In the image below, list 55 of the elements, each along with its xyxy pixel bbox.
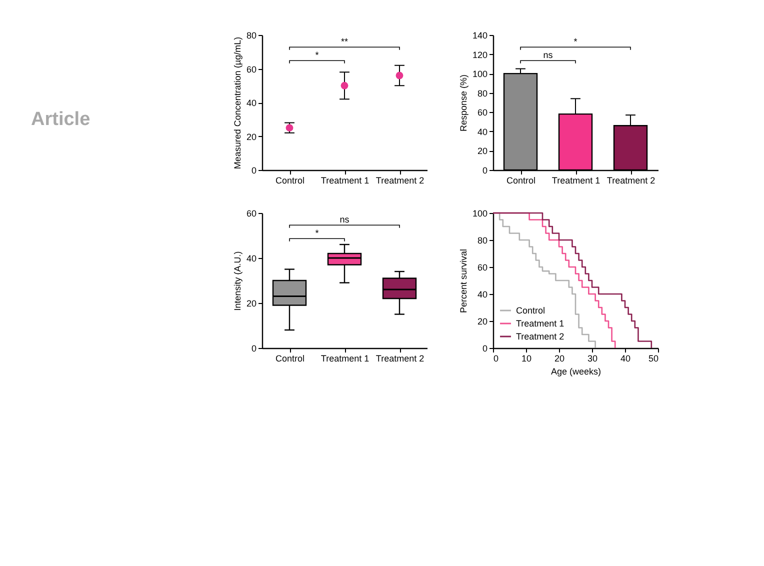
y-tick-label: 80	[477, 88, 488, 98]
x-tick-label: 0	[494, 354, 499, 364]
y-tick-label: 60	[477, 108, 488, 118]
x-tick-label: 40	[620, 354, 631, 364]
y-tick-label: 0	[251, 166, 256, 176]
y-tick-label: 120	[472, 50, 488, 60]
annotation: *	[315, 50, 320, 60]
y-tick-label: 20	[477, 146, 488, 156]
legend-label: Treatment 1	[516, 318, 564, 328]
y-tick-label: 80	[246, 30, 256, 40]
x-tick-label: 50	[648, 354, 658, 364]
x-tick-label: Treatment 2	[376, 354, 424, 364]
x-tick-label: Treatment 2	[376, 176, 424, 186]
y-tick-label: 40	[477, 126, 488, 137]
y-tick-label: 60	[477, 262, 488, 272]
x-tick-label: Treatment 1	[320, 176, 370, 186]
y-tick-label: 0	[482, 344, 488, 354]
y-tick-label: 20	[246, 298, 256, 308]
x-tick-label: Control	[275, 354, 305, 364]
annotation: ns	[340, 214, 350, 224]
x-tick-label: Treatment 2	[606, 176, 656, 186]
x-tick-label: 20	[554, 354, 565, 364]
y-tick-label: 80	[477, 236, 488, 246]
text: Article	[31, 109, 90, 130]
y-tick-label: 60	[246, 208, 256, 218]
x-tick-label: 10	[521, 354, 532, 364]
y-tick-label: 0	[251, 344, 256, 354]
x-tick-label: 30	[587, 354, 598, 364]
y-tick-label: 100	[472, 69, 488, 80]
y-axis-title: Response (%)	[458, 74, 468, 132]
y-tick-label: 40	[477, 290, 488, 300]
y-tick-label: 60	[246, 64, 256, 74]
y-tick-label: 40	[246, 98, 256, 108]
legend-label: Control	[516, 306, 546, 316]
y-axis-title: Intensity (A.U.)	[232, 251, 242, 311]
x-tick-label: Control	[506, 176, 536, 186]
x-tick-label: Control	[275, 176, 305, 186]
y-tick-label: 100	[472, 208, 488, 218]
y-tick-label: 20	[477, 316, 488, 326]
y-axis-title: Percent survival	[458, 248, 468, 314]
point	[340, 82, 348, 90]
annotation: *	[315, 228, 320, 238]
annotation: *	[574, 36, 578, 46]
y-tick-label: 40	[246, 254, 256, 264]
annotation: ns	[543, 50, 554, 60]
x-axis-title: Age (weeks)	[550, 366, 602, 376]
y-tick-label: 140	[472, 30, 488, 40]
y-tick-label: 0	[482, 166, 488, 176]
x-tick-label: Treatment 1	[552, 176, 600, 186]
y-tick-label: 20	[246, 132, 256, 142]
legend-label: Treatment 2	[516, 332, 564, 342]
y-axis-title: Measured Concentration (µg/mL)	[232, 36, 242, 170]
annotation: **	[340, 36, 348, 46]
x-tick-label: Treatment 1	[320, 354, 370, 364]
point	[396, 72, 404, 80]
